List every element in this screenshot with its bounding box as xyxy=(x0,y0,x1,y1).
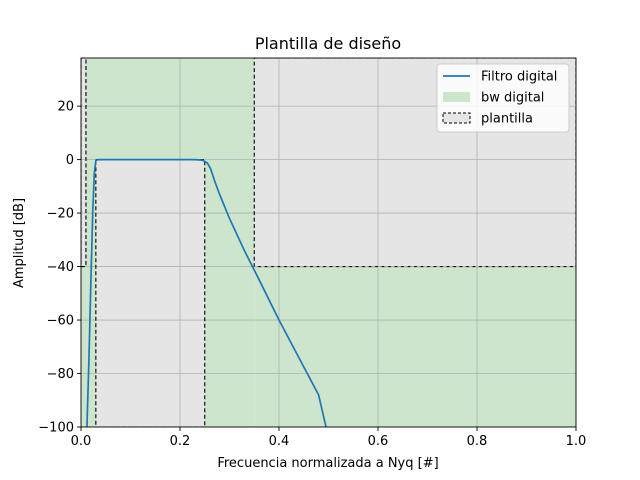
legend-swatch-patch xyxy=(443,92,470,102)
pass-region xyxy=(95,159,205,427)
y-tick-label: 20 xyxy=(57,100,74,115)
y-tick-label: −60 xyxy=(47,314,74,329)
x-tick-label: 0.6 xyxy=(368,434,389,449)
legend-swatch-box xyxy=(442,112,471,124)
y-tick-label: −80 xyxy=(47,367,74,382)
y-axis-label: Amplitud [dB] xyxy=(12,198,27,288)
x-axis-label: Frecuencia normalizada a Nyq [#] xyxy=(217,456,438,471)
x-tick-label: 0.8 xyxy=(467,434,488,449)
stop-region xyxy=(81,58,86,267)
plantilla-stop-outline xyxy=(81,58,87,268)
legend-label: plantilla xyxy=(481,112,533,127)
x-tick-label: 0.4 xyxy=(269,434,290,449)
y-tick-label: −40 xyxy=(47,260,74,275)
filter-series-line xyxy=(86,158,327,427)
x-tick-label: 0.2 xyxy=(170,434,191,449)
legend-label: bw digital xyxy=(481,91,544,106)
y-tick-label: −100 xyxy=(38,421,74,436)
y-tick-label: 0 xyxy=(66,153,74,168)
bw-region xyxy=(254,266,576,427)
chart-title: Plantilla de diseño xyxy=(255,34,401,53)
x-tick-label: 1.0 xyxy=(566,434,587,449)
plantilla-stop-outline xyxy=(253,58,576,268)
legend: Filtro digital bw digital plantilla xyxy=(436,63,570,133)
x-tick-label: 0.0 xyxy=(71,434,92,449)
axes-frame xyxy=(80,57,577,428)
y-tick-label: −20 xyxy=(47,207,74,222)
legend-label: Filtro digital xyxy=(481,70,557,85)
